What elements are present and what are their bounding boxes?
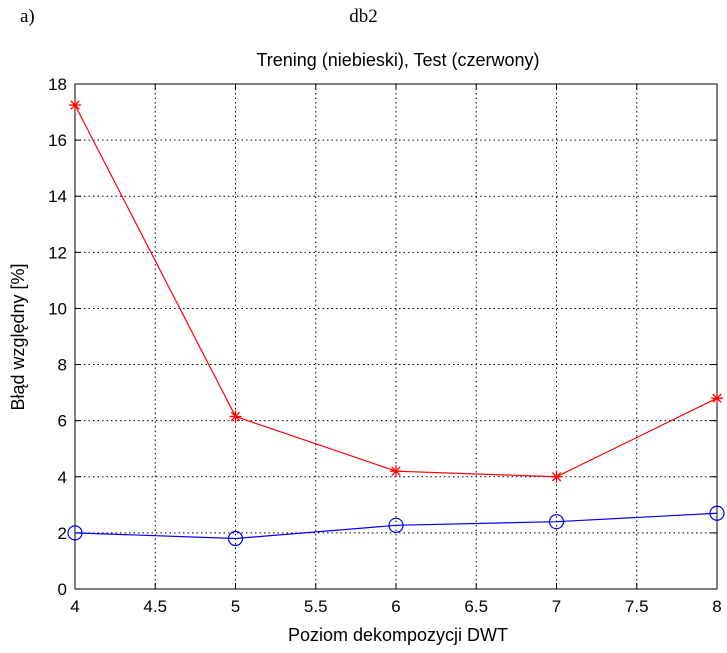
data-point-asterisk	[711, 392, 723, 405]
figure-title: db2	[349, 6, 378, 27]
series-1	[69, 99, 723, 483]
series-line	[74, 512, 718, 540]
panel-label: a)	[20, 6, 35, 27]
data-point-circle	[227, 530, 244, 547]
x-tick-label: 6.5	[464, 597, 488, 616]
y-tick-label: 16	[48, 131, 67, 150]
chart-title: Trening (niebieski), Test (czerwony)	[256, 50, 539, 70]
x-tick-label: 7	[552, 597, 561, 616]
x-tick-label: 7.5	[625, 597, 649, 616]
data-point-asterisk	[229, 410, 242, 423]
y-tick-label: 6	[58, 412, 67, 431]
x-tick-label: 4.5	[143, 597, 167, 616]
y-tick-label: 2	[58, 524, 67, 543]
y-axis-label: Błąd względny [%]	[8, 263, 28, 410]
series-2	[67, 505, 725, 547]
data-point-circle	[709, 505, 725, 521]
axis-ticks: 4 4.5 5 5.5 6 6.5 7 7.5 8 0 2 4 6 8 10 12 14 16 18	[48, 75, 722, 616]
x-tick-label: 8	[712, 597, 721, 616]
y-tick-label: 14	[48, 187, 67, 206]
x-tick-label: 6	[391, 597, 400, 616]
data-point-circle	[388, 517, 404, 533]
grid	[75, 84, 717, 589]
data-point-circle	[548, 514, 565, 530]
data-point-circle	[67, 525, 83, 541]
y-tick-label: 0	[58, 580, 67, 599]
x-tick-label: 5	[231, 597, 240, 616]
data-point-asterisk	[69, 99, 81, 112]
x-tick-label: 5.5	[304, 597, 328, 616]
x-tick-label: 4	[70, 597, 79, 616]
y-tick-label: 12	[48, 243, 67, 262]
data-point-asterisk	[390, 465, 402, 478]
y-tick-label: 8	[58, 356, 67, 375]
y-tick-label: 4	[58, 468, 67, 487]
y-tick-label: 18	[48, 75, 67, 94]
x-axis-label: Poziom dekompozycji DWT	[288, 625, 508, 645]
series	[67, 99, 725, 547]
y-tick-label: 10	[48, 299, 67, 318]
data-point-asterisk	[550, 470, 563, 483]
